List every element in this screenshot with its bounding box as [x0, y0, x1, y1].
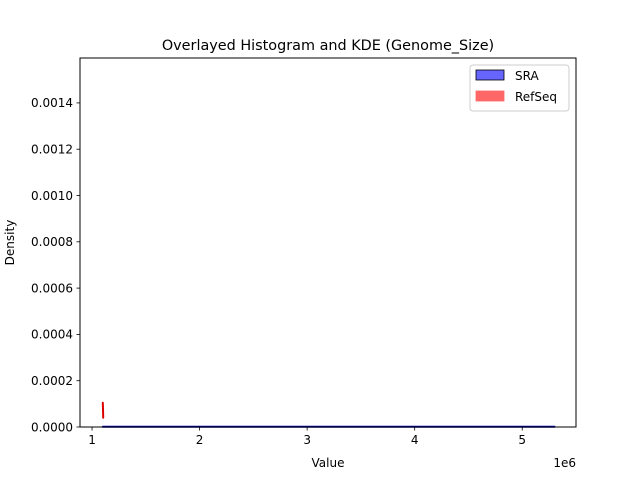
y-tick-label: 0.0004 [31, 328, 73, 342]
y-tick-label: 0.0010 [31, 189, 73, 203]
x-axis-label: Value [312, 456, 345, 470]
legend-swatch-refseq [476, 91, 504, 101]
y-tick-label: 0.0008 [31, 235, 73, 249]
x-tick-label: 2 [196, 433, 204, 447]
y-tick-label: 0.0002 [31, 374, 73, 388]
y-tick-label: 0.0012 [31, 143, 73, 157]
y-tick-label: 0.0006 [31, 281, 73, 295]
legend-label-refseq: RefSeq [515, 90, 557, 104]
legend: SRA RefSeq [470, 65, 569, 111]
x-offset-label: 1e6 [553, 456, 576, 470]
legend-label-sra: SRA [515, 69, 539, 83]
legend-swatch-sra [476, 70, 504, 80]
x-tick-label: 1 [88, 433, 96, 447]
x-tick-label: 5 [518, 433, 526, 447]
x-tick-label: 3 [303, 433, 311, 447]
y-axis-label: Density [3, 220, 17, 266]
chart-title: Overlayed Histogram and KDE (Genome_Size… [162, 38, 494, 54]
x-tick-label: 4 [411, 433, 419, 447]
y-tick-label: 0.0014 [31, 96, 73, 110]
y-tick-label: 0.0000 [31, 420, 73, 434]
